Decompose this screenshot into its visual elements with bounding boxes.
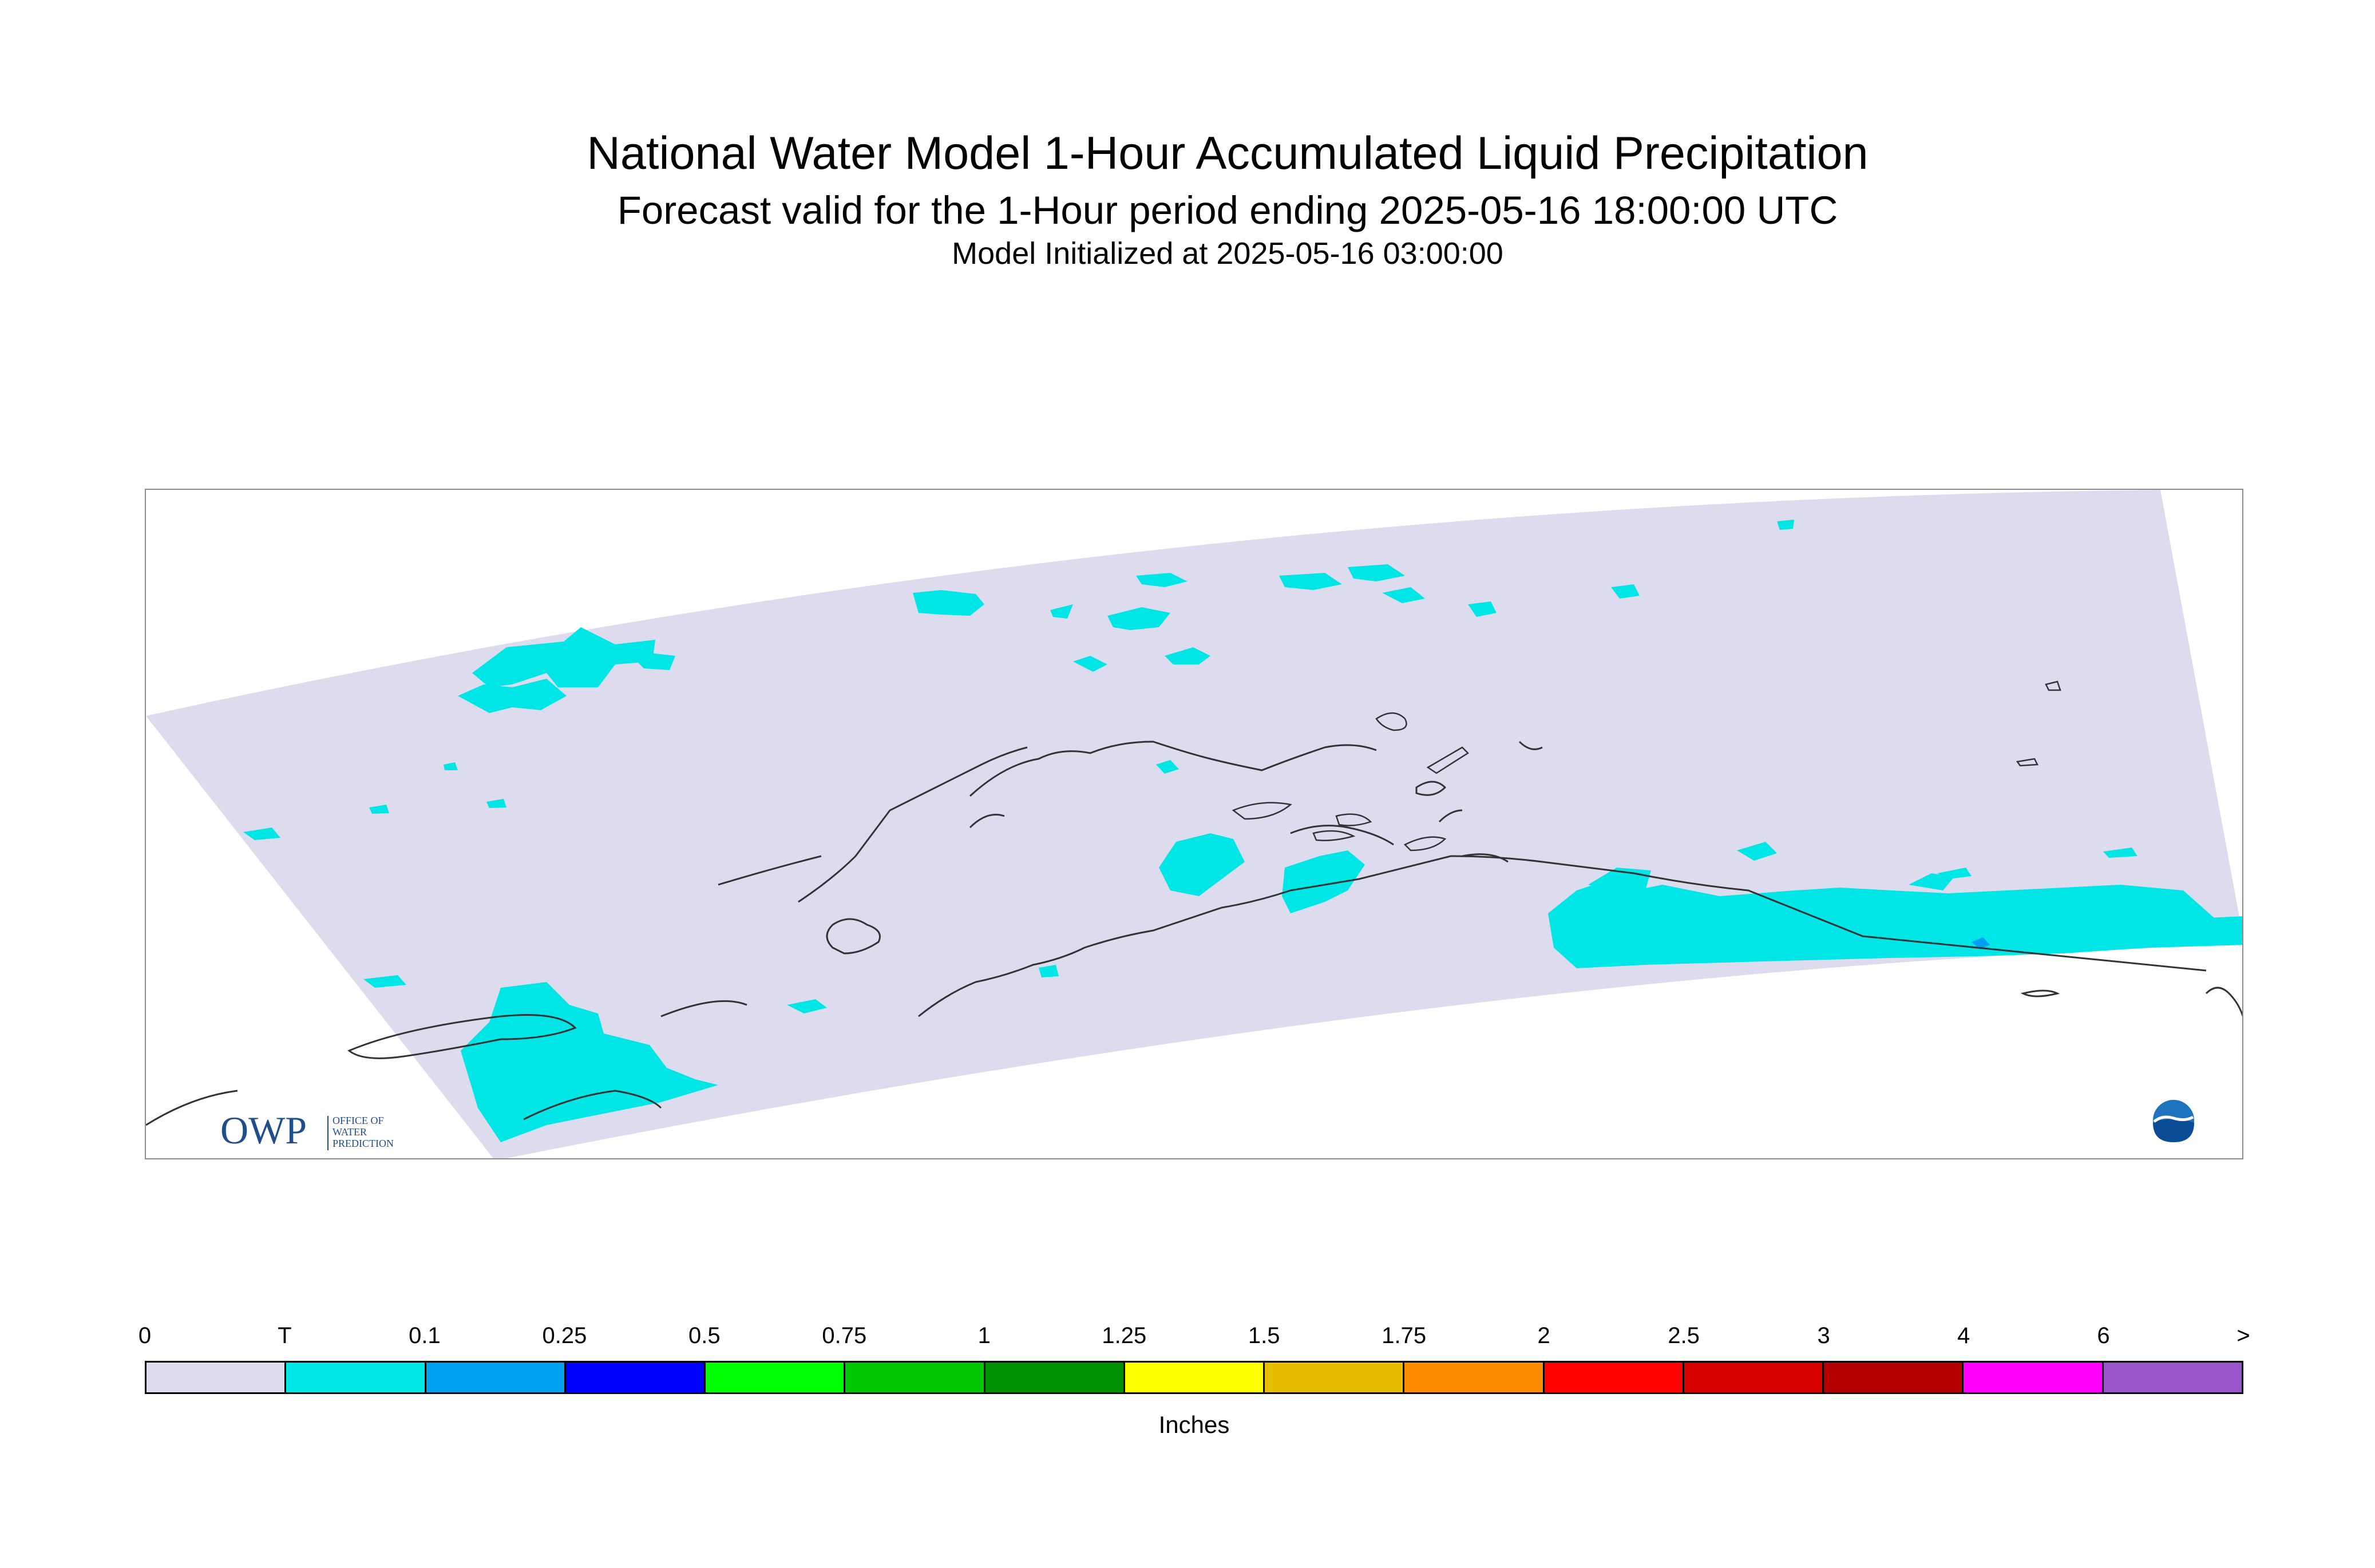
legend-swatch — [985, 1363, 1125, 1392]
owp-logo: OWP OFFICE OF WATER PREDICTION — [220, 1108, 438, 1154]
legend-swatch — [845, 1363, 985, 1392]
map-panel: OWP OFFICE OF WATER PREDICTION — [145, 489, 2243, 1159]
legend-tick-label: 1.75 — [1382, 1323, 1427, 1348]
legend-tick-label: 1 — [977, 1323, 991, 1348]
legend-tick-label: 0.5 — [688, 1323, 721, 1348]
legend-swatch — [426, 1363, 566, 1392]
legend-swatch — [147, 1363, 287, 1392]
coastlines — [146, 741, 2242, 1126]
legend-tick-label: 0.25 — [542, 1323, 587, 1348]
legend-swatch — [1544, 1363, 1684, 1392]
legend-swatch — [2103, 1363, 2242, 1392]
legend-swatch — [706, 1363, 846, 1392]
legend-tick-label: 1.5 — [1248, 1323, 1280, 1348]
precip-areas-light — [1972, 937, 1990, 949]
owp-logo-line-3: PREDICTION — [332, 1138, 394, 1149]
legend-tick-label: 2.5 — [1668, 1323, 1700, 1348]
precipitation-map — [146, 490, 2242, 1158]
map-subtitle-init-time: Model Initialized at 2025-05-16 03:00:00 — [952, 236, 1503, 271]
legend-tick-label: 2 — [1537, 1323, 1550, 1348]
legend-swatch — [1684, 1363, 1824, 1392]
legend-tick-label: 0.1 — [409, 1323, 441, 1348]
legend-tick-label: 0 — [138, 1323, 152, 1348]
map-title: National Water Model 1-Hour Accumulated … — [587, 128, 1869, 179]
owp-logo-graphic: OWP OFFICE OF WATER PREDICTION — [220, 1108, 394, 1152]
legend-swatch — [1125, 1363, 1265, 1392]
legend-tick-label: 3 — [1817, 1323, 1830, 1348]
model-domain — [146, 490, 2242, 1158]
owp-logo-line-2: WATER — [332, 1126, 367, 1138]
legend-units: Inches — [1158, 1411, 1230, 1438]
legend-swatch — [1404, 1363, 1545, 1392]
legend-swatch — [1265, 1363, 1405, 1392]
legend-color-bar — [145, 1361, 2243, 1394]
islands — [1232, 680, 2061, 852]
legend-tick-labels: 0 T 0.1 0.25 0.5 0.75 1 1.25 1.5 1.75 2 2.5 3 4 6 > — [138, 1323, 2250, 1352]
noaa-logo — [2151, 1098, 2196, 1143]
legend-swatch — [1964, 1363, 2104, 1392]
legend-tick-label: 6 — [2097, 1323, 2110, 1348]
legend-tick-label: 4 — [1957, 1323, 1970, 1348]
legend-tick-label: > — [2237, 1323, 2250, 1348]
legend-swatch — [286, 1363, 426, 1392]
legend-swatch — [565, 1363, 706, 1392]
legend-tick-label: T — [278, 1323, 292, 1348]
legend-swatch — [1824, 1363, 1964, 1392]
legend-tick-label: 1.25 — [1102, 1323, 1147, 1348]
legend-tick-label: 0.75 — [822, 1323, 867, 1348]
map-subtitle-valid-time: Forecast valid for the 1-Hour period end… — [617, 188, 1838, 232]
owp-logo-letters: OWP — [220, 1108, 307, 1152]
owp-logo-line-1: OFFICE OF — [332, 1115, 384, 1126]
